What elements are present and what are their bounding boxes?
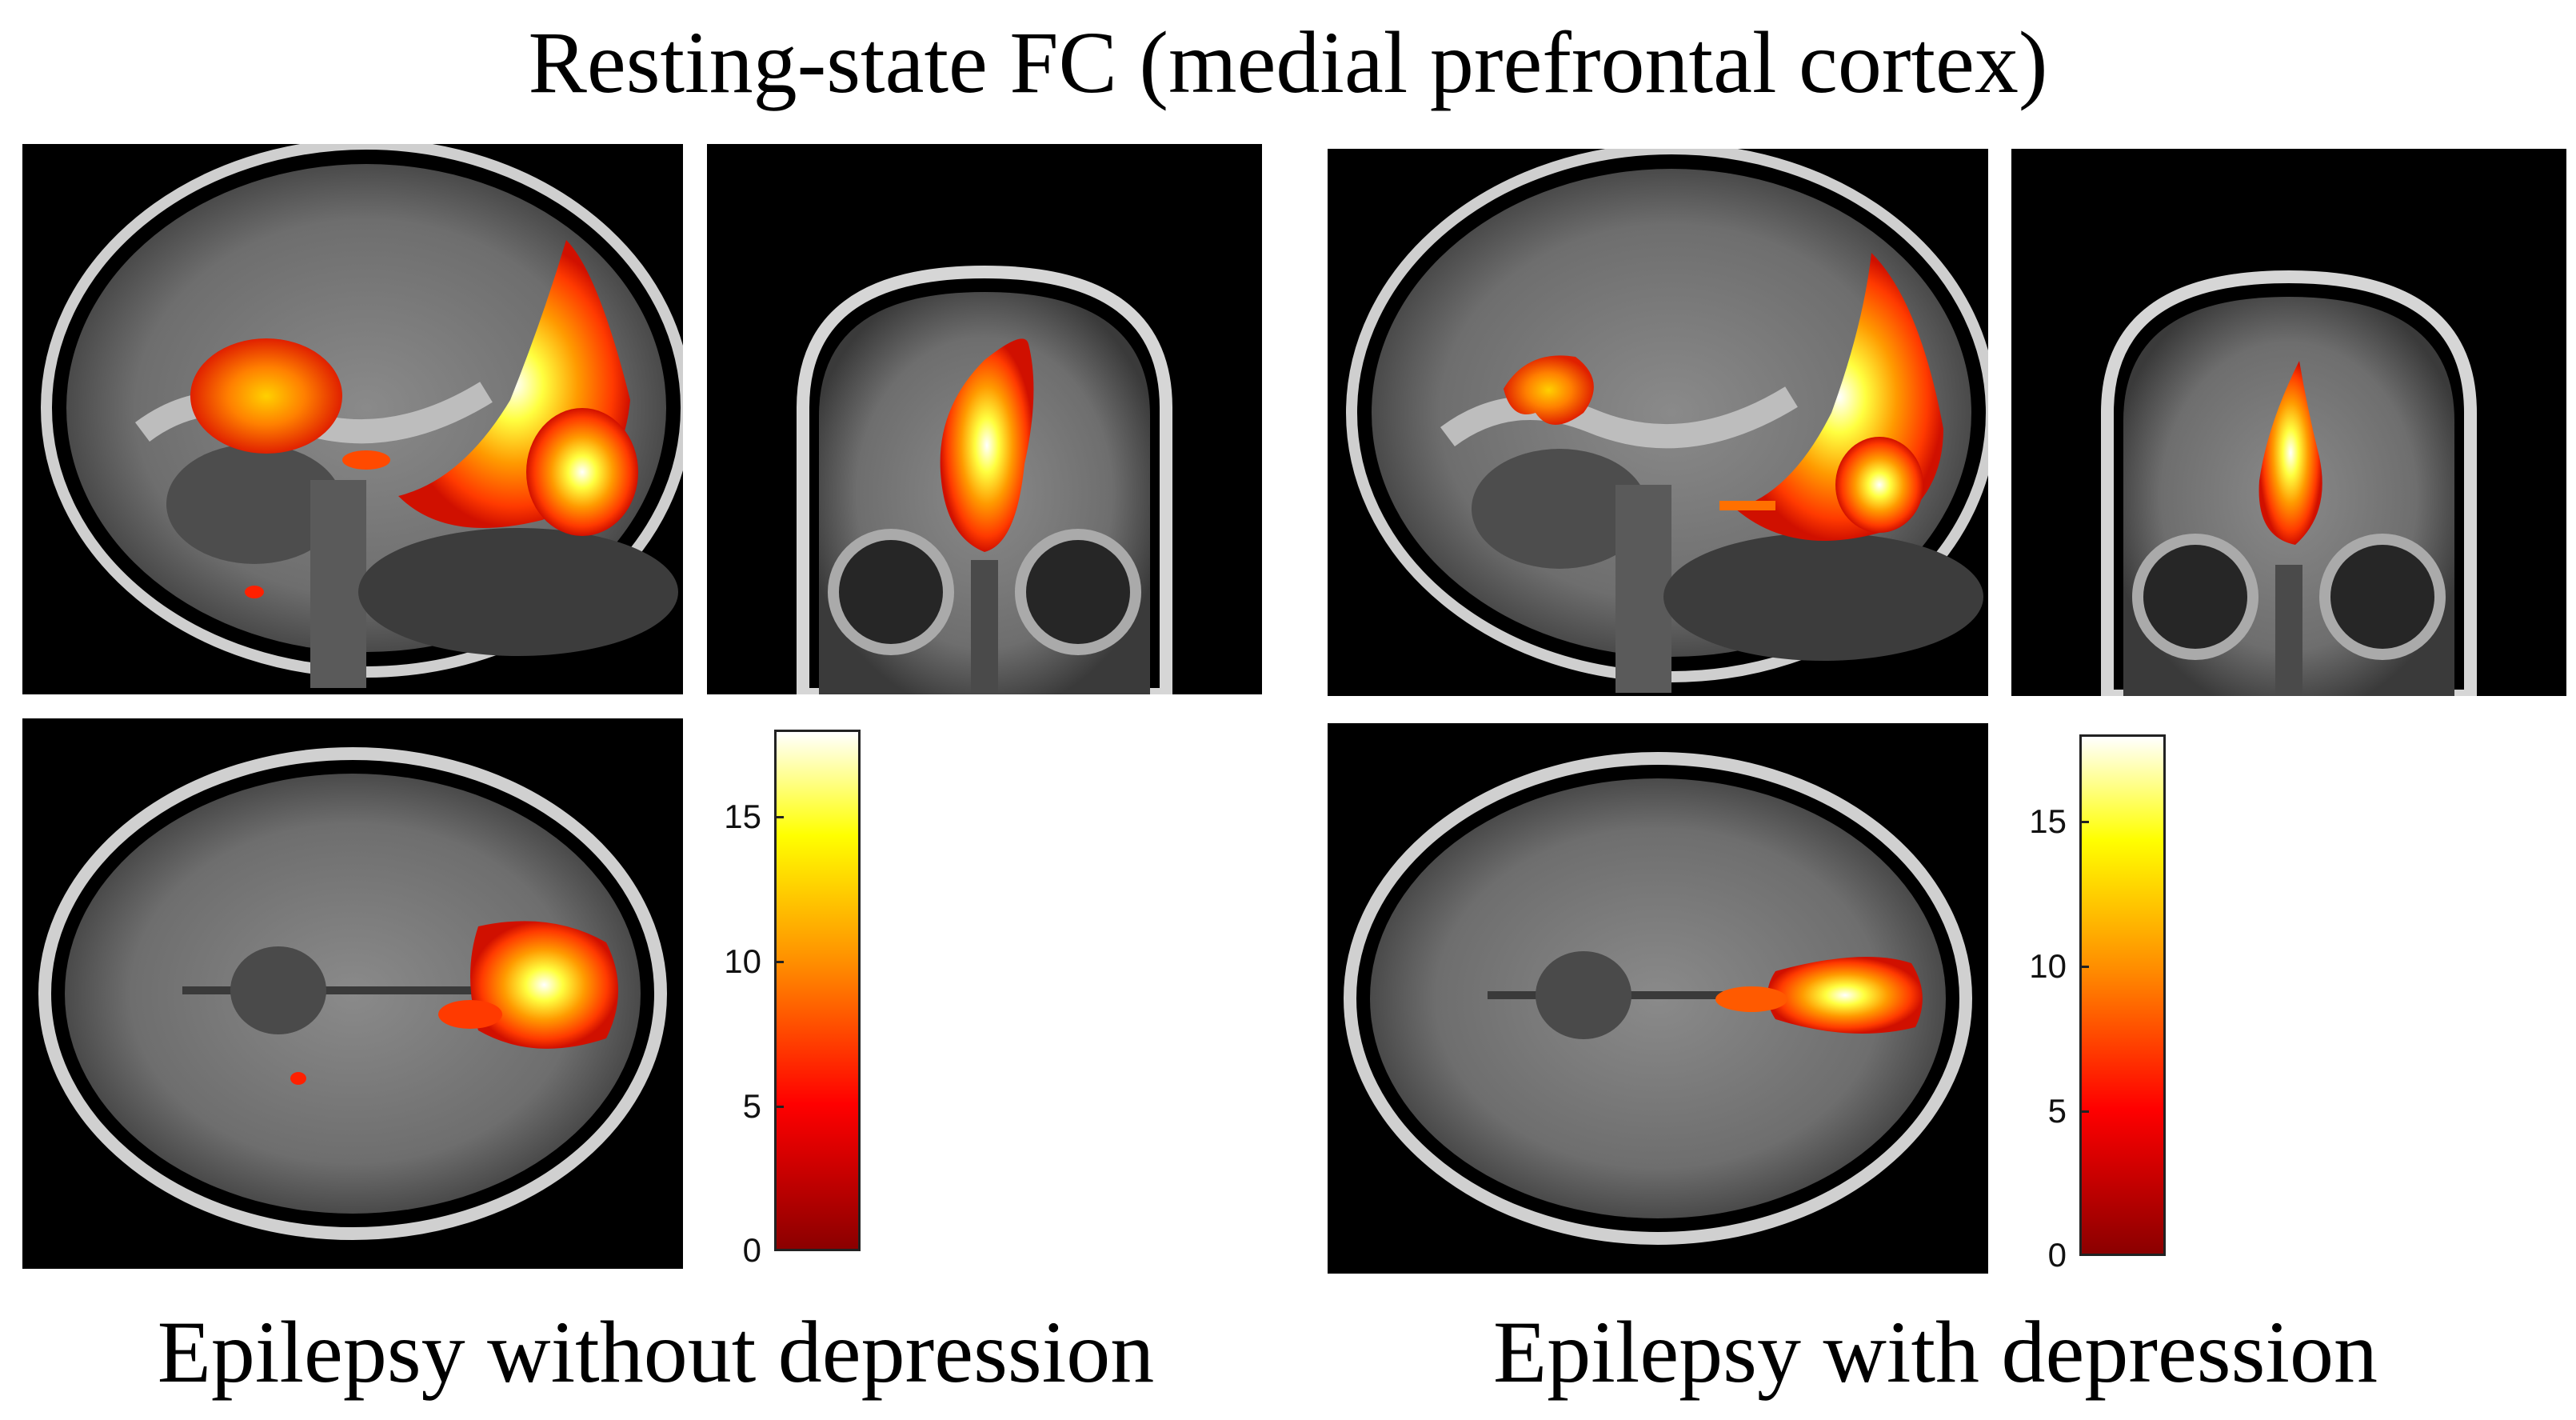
activation-blob <box>470 921 618 1049</box>
sagittal-slice-with-depression <box>1328 149 1988 696</box>
colorbar-tick-label: 15 <box>2029 802 2067 840</box>
activation-blob <box>190 338 342 454</box>
colorbar-tick-label: 0 <box>2047 1236 2067 1274</box>
axial-slice-no-depression <box>22 718 683 1269</box>
caption-no-depression: Epilepsy without depression <box>157 1303 1155 1401</box>
colorbar-tick-label: 5 <box>742 1087 761 1125</box>
axial-slice-with-depression <box>1328 723 1988 1274</box>
colorbar-tick-label: 5 <box>2047 1092 2067 1130</box>
figure-title: Resting-state FC (medial prefrontal cort… <box>528 14 2048 111</box>
caption-with-depression: Epilepsy with depression <box>1493 1303 2378 1401</box>
colorbar-tick-label: 15 <box>724 798 761 835</box>
colorbar-tick-label: 0 <box>742 1231 761 1269</box>
coronal-slice-with-depression <box>2011 149 2566 696</box>
activation-blob <box>940 338 1034 552</box>
colorbar-tick-label: 10 <box>2029 947 2067 985</box>
activation-blob <box>1504 355 1594 425</box>
colorbar-gradient <box>2079 734 2166 1256</box>
coronal-slice-no-depression <box>707 144 1262 694</box>
activation-blob <box>2258 361 2322 545</box>
colorbar-with-depression: 0 5 10 15 <box>2029 734 2166 1272</box>
activation-blob <box>1767 957 1923 1034</box>
colorbar-gradient <box>774 730 861 1251</box>
colorbar-no-depression: 0 5 10 15 <box>724 730 861 1267</box>
colorbar-tick-label: 10 <box>724 942 761 980</box>
sagittal-slice-no-depression <box>22 144 683 694</box>
